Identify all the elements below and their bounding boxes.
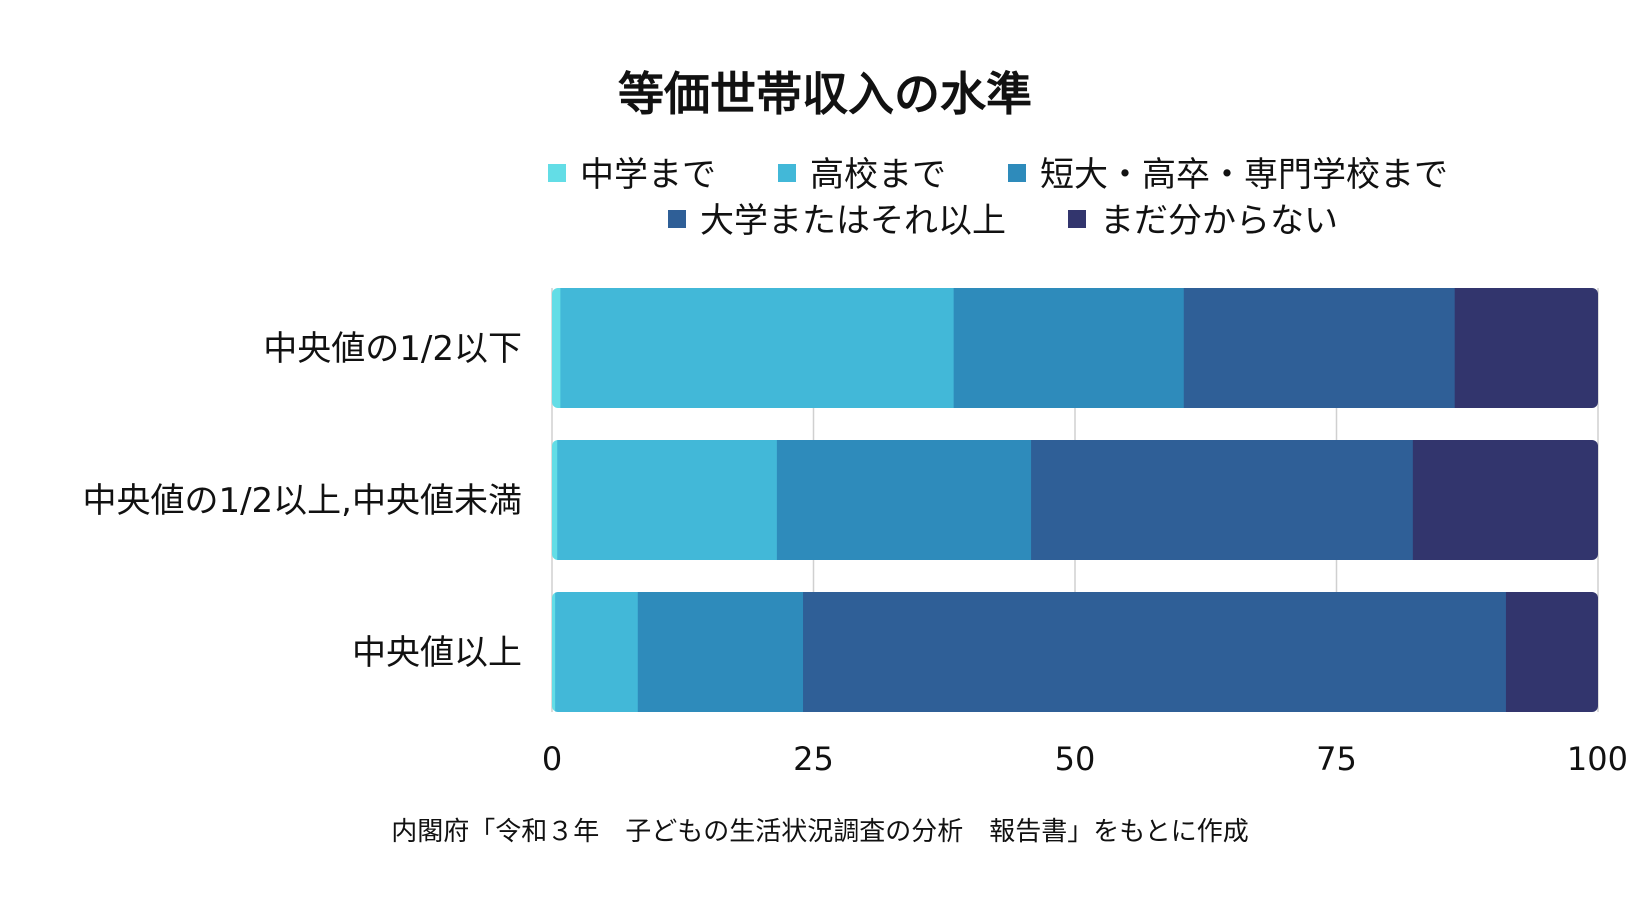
legend-label-2: 高校まで — [810, 155, 946, 195]
bar-segment-1-5 — [1454, 288, 1598, 408]
bar-segment-2-1 — [552, 440, 558, 560]
bar-segment-1-3 — [953, 288, 1185, 408]
x-tick-label-25: 25 — [793, 740, 834, 778]
legend-label-5: まだ分からない — [1100, 201, 1338, 241]
bar-row-1 — [552, 288, 1598, 408]
chart-title: 等価世帯収入の水準 — [618, 67, 1032, 121]
bar-row-2 — [552, 440, 1598, 560]
bar-segment-3-4 — [803, 592, 1507, 712]
legend-label-1: 中学まで — [580, 155, 716, 195]
x-tick-label-0: 0 — [542, 740, 562, 778]
bar-segment-2-2 — [557, 440, 778, 560]
x-tick-label-100: 100 — [1567, 740, 1628, 778]
source-note: 内閣府「令和３年 子どもの生活状況調査の分析 報告書」をもとに作成 — [391, 817, 1248, 847]
bars — [552, 288, 1598, 712]
legend-swatch-5 — [1068, 210, 1086, 228]
bar-segment-3-5 — [1505, 592, 1598, 712]
category-label-2: 中央値の1/2以上,中央値未満 — [82, 481, 522, 521]
bar-segment-2-5 — [1412, 440, 1598, 560]
bar-segment-1-4 — [1183, 288, 1456, 408]
bar-row-3 — [552, 592, 1598, 712]
category-label-1: 中央値の1/2以下 — [263, 329, 522, 369]
bar-segment-3-2 — [555, 592, 639, 712]
x-axis-ticks: 0 25 50 75 100 — [542, 740, 1628, 778]
legend-swatch-4 — [668, 210, 686, 228]
legend-swatch-3 — [1008, 164, 1026, 182]
x-tick-label-75: 75 — [1316, 740, 1357, 778]
bar-segment-2-3 — [776, 440, 1032, 560]
legend-label-4: 大学またはそれ以上 — [700, 201, 1006, 241]
legend-label-3: 短大・高卒・専門学校まで — [1040, 155, 1448, 195]
bar-segment-3-3 — [637, 592, 804, 712]
category-label-3: 中央値以上 — [352, 633, 522, 673]
legend-swatch-1 — [548, 164, 566, 182]
bar-segment-3-1 — [552, 592, 556, 712]
bar-segment-1-2 — [560, 288, 955, 408]
x-tick-label-50: 50 — [1055, 740, 1096, 778]
legend-swatch-2 — [778, 164, 796, 182]
bar-segment-1-1 — [552, 288, 561, 408]
bar-segment-2-4 — [1031, 440, 1414, 560]
